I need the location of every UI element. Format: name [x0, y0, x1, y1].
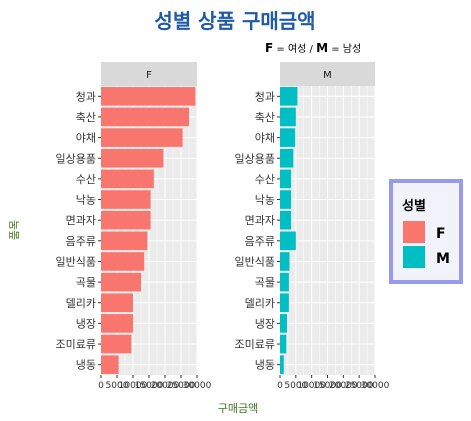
legend-label-m: M: [436, 251, 450, 267]
y-tick-label-F: 야채: [76, 132, 96, 145]
bar-F-델리카: [101, 293, 133, 313]
bar-M-일상용품: [280, 148, 294, 168]
bar-F-면과자: [101, 210, 151, 230]
y-tick-label-F: 수산: [76, 173, 96, 186]
y-tick-label-M: 일반식품: [235, 254, 275, 268]
legend-label-f: F: [436, 226, 446, 242]
bar-M-음주류: [280, 231, 296, 251]
y-tick-label-F: 낙농: [76, 194, 96, 207]
legend-swatch-m: [403, 246, 425, 268]
x-tick-label-F: 30000: [183, 381, 212, 391]
y-tick-label-M: 축산: [255, 111, 275, 124]
y-axis-label: 품목: [8, 220, 21, 240]
bar-F-냉동: [101, 355, 119, 374]
y-tick-label-F: 냉동: [76, 359, 96, 372]
y-tick-label-F: 일상용품: [56, 151, 96, 165]
bar-M-낙농: [280, 190, 292, 209]
subtitle-end: = 남성: [328, 43, 361, 55]
x-tick-label-F: 0: [98, 381, 104, 391]
subtitle-mid: = 여성 /: [273, 43, 316, 55]
x-tick-label-M: 5000: [284, 381, 307, 391]
bar-F-조미료류: [101, 334, 132, 354]
facet-strip-F: [101, 62, 197, 86]
bar-F-일상용품: [101, 148, 164, 168]
x-axis-label: 구매금액: [218, 402, 258, 415]
chart-title: 성별 상품 구매금액: [154, 9, 315, 33]
facet-strip-M: [280, 62, 375, 86]
x-tick-label-M: 30000: [361, 381, 390, 391]
x-tick-label-M: 20000: [329, 381, 358, 391]
bar-F-낙농: [101, 190, 151, 209]
y-tick-label-M: 일상용품: [235, 151, 275, 165]
legend: 성별 F M: [389, 179, 463, 284]
x-tick-label-M: 0: [277, 381, 283, 391]
y-tick-label-M: 냉동: [255, 359, 275, 372]
y-tick-label-F: 곡물: [76, 276, 96, 289]
bar-F-축산: [101, 107, 189, 127]
y-tick-label-F: 음주류: [66, 235, 96, 248]
legend-swatch-f: [403, 221, 425, 243]
bar-F-음주류: [101, 231, 148, 251]
legend-box: [389, 179, 463, 284]
bar-F-냉장: [101, 314, 133, 333]
bar-F-야채: [101, 128, 183, 147]
bar-M-수산: [280, 169, 292, 189]
y-tick-label-M: 조미료류: [235, 338, 275, 351]
bar-M-냉동: [280, 355, 284, 374]
bar-M-축산: [280, 107, 296, 127]
y-tick-label-M: 낙농: [255, 194, 275, 207]
bar-F-곡물: [101, 272, 141, 292]
bar-F-일반식품: [101, 252, 145, 271]
bar-M-델리카: [280, 293, 289, 313]
bar-M-조미료류: [280, 334, 287, 354]
facet-label-F: F: [146, 70, 152, 81]
x-tick-label-F: 10000: [119, 381, 148, 391]
y-tick-label-F: 조미료류: [56, 338, 96, 351]
x-tick-label-F: 25000: [167, 381, 196, 391]
subtitle-m: M: [316, 41, 328, 55]
bar-M-면과자: [280, 210, 292, 230]
y-tick-label-F: 냉장: [76, 317, 96, 330]
y-tick-label-M: 청과: [255, 90, 275, 103]
x-tick-label-F: 5000: [106, 381, 129, 391]
y-tick-label-F: 축산: [76, 111, 96, 124]
facet-label-M: M: [323, 70, 332, 81]
y-tick-label-F: 면과자: [66, 214, 96, 227]
y-tick-label-M: 냉장: [255, 317, 275, 330]
bar-M-야채: [280, 128, 296, 147]
y-tick-label-M: 야채: [255, 132, 275, 145]
x-tick-label-F: 20000: [151, 381, 180, 391]
x-tick-label-M: 15000: [313, 381, 342, 391]
y-tick-label-F: 청과: [76, 90, 96, 103]
bar-M-냉장: [280, 314, 287, 333]
bar-M-곡물: [280, 272, 289, 292]
x-tick-label-M: 25000: [345, 381, 374, 391]
y-tick-label-M: 델리카: [245, 297, 275, 310]
bar-F-청과: [101, 87, 196, 106]
subtitle-f: F: [265, 41, 273, 55]
legend-title: 성별: [402, 198, 426, 214]
x-tick-label-F: 15000: [135, 381, 164, 391]
y-tick-label-M: 수산: [255, 173, 275, 186]
bar-F-수산: [101, 169, 154, 189]
y-tick-label-M: 면과자: [245, 214, 275, 227]
y-tick-label-F: 델리카: [66, 297, 96, 310]
x-tick-label-M: 10000: [297, 381, 326, 391]
y-tick-label-F: 일반식품: [56, 254, 96, 268]
chart-subtitle: F = 여성 / M = 남성: [265, 41, 361, 55]
bar-M-청과: [280, 87, 298, 106]
y-tick-label-M: 곡물: [255, 276, 275, 289]
y-tick-label-M: 음주류: [245, 235, 275, 248]
bar-M-일반식품: [280, 252, 290, 271]
